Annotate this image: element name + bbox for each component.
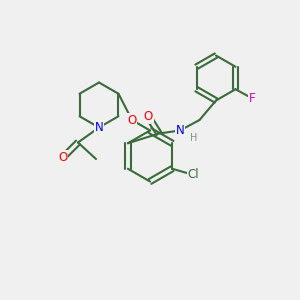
Text: N: N bbox=[176, 124, 184, 137]
Text: Cl: Cl bbox=[187, 168, 199, 181]
Text: H: H bbox=[190, 133, 197, 143]
Text: N: N bbox=[94, 121, 103, 134]
Text: F: F bbox=[249, 92, 255, 105]
Text: O: O bbox=[144, 110, 153, 124]
Text: O: O bbox=[58, 151, 68, 164]
Text: O: O bbox=[128, 113, 136, 127]
